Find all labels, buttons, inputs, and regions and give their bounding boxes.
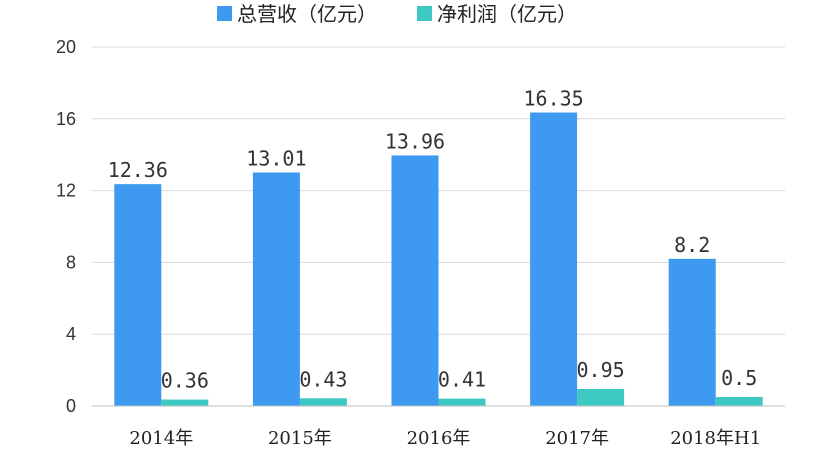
profit-bar <box>715 397 763 406</box>
y-tick-label: 20 <box>56 37 76 57</box>
y-tick-label: 12 <box>56 181 76 201</box>
profit-bar <box>161 399 209 406</box>
profit-data-label: 0.36 <box>161 369 209 393</box>
revenue-data-label: 13.01 <box>246 146 306 170</box>
x-category-label: 2014年 <box>129 428 193 449</box>
y-tick-label: 0 <box>66 396 76 416</box>
revenue-legend-label: 总营收（亿元） <box>237 2 377 26</box>
x-category-label: 2015年 <box>268 428 332 449</box>
bars: 12.36 0.36 13.01 0.43 13.96 0.41 16.35 0.95 8.2 0… <box>108 87 763 406</box>
revenue-data-label: 8.2 <box>674 233 710 257</box>
profit-legend-label: 净利润（亿元） <box>437 2 577 26</box>
x-category-label: 2018年H1 <box>670 428 761 449</box>
profit-bar <box>299 398 347 406</box>
profit-data-label: 0.95 <box>577 358 625 382</box>
x-axis: 2014年 2015年 2016年 2017年 2018年H1 <box>92 405 785 449</box>
x-category-label: 2016年 <box>407 428 471 449</box>
profit-data-label: 0.5 <box>721 366 757 390</box>
revenue-data-label: 13.96 <box>385 129 445 153</box>
profit-legend-swatch <box>417 6 432 21</box>
legend: 总营收（亿元） 净利润（亿元） <box>217 2 577 26</box>
revenue-bar <box>530 112 578 406</box>
profit-bar <box>438 398 486 406</box>
revenue-bar <box>668 258 716 406</box>
revenue-data-label: 12.36 <box>108 158 168 182</box>
profit-data-label: 0.41 <box>438 368 486 392</box>
y-tick-label: 4 <box>66 324 76 344</box>
x-category-label: 2017年 <box>545 428 609 449</box>
profit-bar <box>577 388 625 406</box>
revenue-data-label: 16.35 <box>523 87 583 111</box>
revenue-legend-swatch <box>217 6 232 21</box>
y-tick-label: 8 <box>66 252 76 272</box>
y-tick-label: 16 <box>56 109 76 129</box>
y-axis: 0 4 8 12 16 20 <box>56 37 76 416</box>
revenue-bar <box>391 155 439 406</box>
profit-data-label: 0.43 <box>299 367 347 391</box>
revenue-bar <box>114 184 162 406</box>
revenue-bar <box>252 172 300 406</box>
